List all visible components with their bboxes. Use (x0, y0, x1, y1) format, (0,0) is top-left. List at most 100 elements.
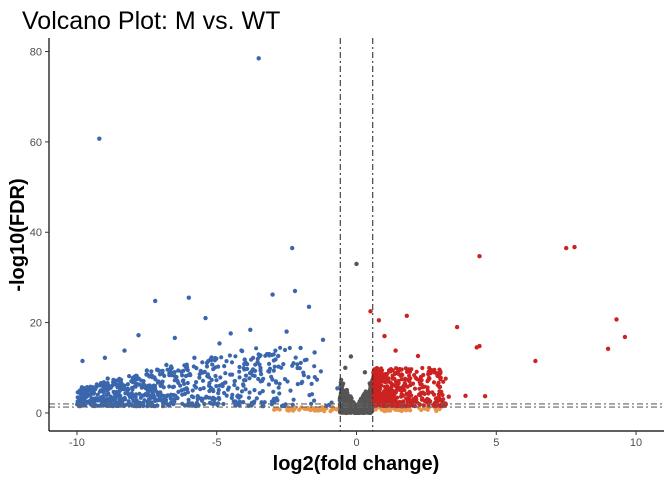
data-point (622, 334, 628, 340)
data-point (417, 386, 422, 391)
data-point (412, 386, 418, 391)
data-point (301, 370, 306, 375)
data-point (446, 394, 451, 399)
data-point (228, 372, 233, 377)
data-point (328, 409, 333, 414)
data-point (243, 387, 248, 392)
data-point (133, 384, 138, 389)
data-point (430, 390, 435, 395)
data-point (295, 382, 300, 387)
data-point (232, 379, 237, 384)
data-point (252, 388, 257, 393)
data-point (348, 354, 354, 359)
data-point (209, 401, 214, 406)
data-point (229, 360, 235, 365)
data-point (436, 392, 441, 397)
data-point (105, 376, 110, 381)
data-point (407, 392, 412, 397)
data-point (127, 374, 132, 379)
data-point (131, 398, 136, 404)
data-point (254, 396, 259, 401)
data-point (388, 380, 393, 385)
data-point (258, 365, 263, 371)
data-point (394, 366, 399, 371)
data-point (137, 391, 142, 396)
data-point (405, 384, 410, 389)
data-point (274, 380, 279, 385)
data-point (282, 377, 288, 382)
data-point (184, 386, 189, 391)
data-point (299, 381, 304, 386)
data-point (312, 350, 317, 355)
data-point (382, 333, 387, 339)
data-point (427, 370, 432, 375)
data-point (223, 371, 228, 376)
data-point (117, 396, 122, 401)
data-point (404, 313, 409, 318)
data-point (318, 369, 323, 374)
data-point (308, 408, 313, 413)
data-point (172, 397, 177, 402)
data-point (216, 391, 221, 396)
y-tick-label: 20 (30, 318, 42, 330)
data-point (213, 373, 218, 379)
data-point (200, 378, 206, 383)
data-point (94, 384, 99, 389)
data-point (204, 364, 210, 369)
data-point (209, 377, 214, 382)
data-point (127, 402, 132, 407)
data-point (368, 309, 373, 314)
data-point (139, 385, 144, 390)
data-point (378, 374, 383, 379)
data-point (147, 374, 152, 379)
data-point (95, 392, 100, 397)
data-point (402, 381, 407, 386)
data-point (340, 398, 345, 403)
data-point (390, 368, 395, 373)
data-point (391, 388, 396, 394)
data-point (435, 382, 440, 388)
data-point (187, 371, 192, 377)
data-point (216, 395, 221, 400)
data-point (256, 352, 261, 357)
data-point (390, 398, 395, 403)
data-point (229, 395, 234, 400)
data-point (210, 397, 215, 402)
data-point (432, 367, 437, 372)
data-point (167, 373, 172, 378)
data-point (176, 389, 181, 394)
axis-ticks: -10 -5 0 5 10 0 20 40 60 80 (30, 47, 642, 449)
data-point (182, 363, 187, 368)
series-down (75, 56, 340, 409)
data-point (127, 394, 132, 400)
data-point (364, 390, 369, 395)
data-point (360, 407, 365, 412)
y-tick-label: 80 (30, 47, 42, 59)
data-point (242, 357, 247, 362)
data-point (197, 395, 202, 401)
data-point (382, 392, 387, 397)
data-point (157, 372, 163, 377)
data-point (221, 401, 226, 407)
data-point (217, 383, 222, 388)
data-point (312, 375, 317, 380)
data-point (223, 380, 228, 385)
data-point (246, 395, 252, 400)
data-point (399, 377, 404, 382)
data-point (564, 245, 569, 251)
data-point (277, 381, 282, 386)
data-point (276, 385, 281, 390)
data-point (373, 396, 378, 401)
data-point (129, 379, 134, 384)
data-point (201, 386, 206, 391)
data-point (276, 364, 281, 369)
data-point (316, 408, 321, 413)
data-point (463, 393, 468, 398)
data-point (306, 375, 311, 380)
data-point (247, 390, 252, 395)
data-point (152, 403, 157, 409)
data-point (270, 292, 275, 297)
data-point (261, 376, 266, 381)
data-point (102, 355, 108, 360)
